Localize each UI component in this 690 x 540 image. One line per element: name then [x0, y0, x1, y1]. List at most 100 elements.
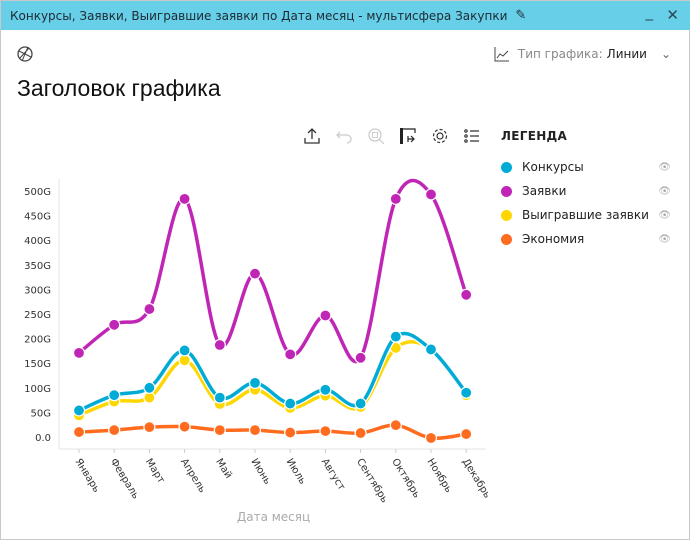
- x-tick-label: Ноябрь: [424, 457, 454, 495]
- swap-axes-icon[interactable]: [399, 127, 417, 145]
- data-point[interactable]: [108, 318, 121, 331]
- data-point[interactable]: [354, 351, 367, 364]
- y-tick-label: 200G: [24, 335, 51, 346]
- legend-title: ЛЕГЕНДА: [501, 129, 568, 143]
- data-point[interactable]: [424, 431, 438, 445]
- data-point[interactable]: [248, 424, 262, 437]
- data-point[interactable]: [389, 419, 402, 432]
- data-point[interactable]: [213, 424, 226, 437]
- x-tick-label: Май: [213, 457, 234, 481]
- legend: ЛЕГЕНДА Конкурсы 👁 Заявки 👁 Выигравшие заявк…: [501, 129, 671, 251]
- minimize-button[interactable]: _: [645, 3, 654, 21]
- data-point[interactable]: [72, 404, 86, 417]
- eye-icon[interactable]: 👁: [658, 209, 671, 221]
- data-point[interactable]: [319, 383, 332, 396]
- eye-icon[interactable]: 👁: [658, 161, 671, 173]
- undo-icon[interactable]: [335, 127, 353, 145]
- data-point[interactable]: [460, 386, 473, 399]
- data-point[interactable]: [354, 397, 367, 410]
- y-tick-label: 400G: [24, 236, 51, 247]
- data-point[interactable]: [389, 192, 402, 205]
- y-tick-label: 300G: [24, 285, 51, 296]
- list-icon[interactable]: [463, 127, 481, 145]
- legend-label: Экономия: [522, 232, 585, 246]
- chart-type-value: Линии: [606, 47, 647, 61]
- legend-color-dot: [501, 185, 512, 197]
- data-point[interactable]: [319, 309, 332, 322]
- data-point[interactable]: [460, 288, 473, 301]
- data-point[interactable]: [284, 348, 297, 361]
- chart-toolbar: [303, 127, 481, 145]
- legend-item[interactable]: Экономия 👁: [501, 227, 671, 251]
- data-point[interactable]: [72, 425, 86, 439]
- legend-label: Заявки: [522, 184, 567, 198]
- series-0: [72, 177, 473, 365]
- series-line: [78, 340, 468, 417]
- data-point[interactable]: [248, 267, 262, 280]
- x-axis-title: Дата месяц: [236, 510, 311, 524]
- data-point[interactable]: [424, 188, 438, 201]
- data-point[interactable]: [143, 381, 156, 394]
- line-chart-icon: [494, 47, 509, 62]
- pencil-icon[interactable]: ✎: [515, 8, 527, 23]
- x-tick-label: Декабрь: [460, 457, 493, 501]
- line-chart: 0.0 50G 100G 150G 200G 250G 300G 350G 400G 450G 50…: [24, 177, 493, 505]
- data-point[interactable]: [213, 391, 226, 404]
- window-title: Конкурсы, Заявки, Выигравшие заявки по Д…: [10, 8, 508, 23]
- page-title: Заголовок графика: [17, 75, 221, 101]
- data-point[interactable]: [143, 421, 156, 434]
- data-point[interactable]: [319, 424, 332, 438]
- legend-color-dot: [501, 209, 512, 221]
- logo-icon: [17, 46, 33, 62]
- x-tick-label: Март: [143, 457, 167, 486]
- series-line-outline: [77, 338, 469, 419]
- chart-type-dropdown[interactable]: Тип графика: Линии ⌄: [494, 46, 671, 62]
- legend-color-dot: [501, 233, 512, 245]
- data-point[interactable]: [284, 426, 297, 439]
- data-point[interactable]: [213, 338, 226, 352]
- eye-icon[interactable]: 👁: [658, 185, 671, 197]
- y-tick-label: 100G: [24, 384, 51, 395]
- x-tick-label: Сентябрь: [354, 457, 390, 505]
- data-point[interactable]: [248, 376, 262, 389]
- data-point[interactable]: [143, 302, 156, 316]
- y-tick-label: 500G: [24, 187, 51, 198]
- y-tick-label: 350G: [24, 261, 51, 272]
- y-tick-label: 150G: [24, 359, 51, 370]
- y-tick-label: 0.0: [35, 433, 51, 444]
- eye-icon[interactable]: 👁: [658, 233, 671, 245]
- data-point[interactable]: [389, 330, 402, 343]
- legend-label: Конкурсы: [522, 160, 584, 174]
- x-tick-label: Июль: [284, 457, 308, 487]
- legend-label: Выигравшие заявки: [522, 208, 649, 222]
- series-1: [72, 330, 473, 417]
- legend-item[interactable]: Заявки 👁: [501, 179, 671, 203]
- data-point[interactable]: [72, 346, 86, 359]
- title-bar: Конкурсы, Заявки, Выигравшие заявки по Д…: [1, 1, 690, 30]
- series-2: [72, 338, 473, 422]
- data-point[interactable]: [178, 344, 191, 357]
- y-tick-label: 450G: [24, 212, 51, 223]
- x-tick-label: Февраль: [108, 457, 141, 501]
- x-tick-label: Октябрь: [389, 457, 422, 500]
- export-icon[interactable]: [303, 127, 321, 145]
- legend-item[interactable]: Конкурсы 👁: [501, 155, 671, 179]
- close-button[interactable]: ✕: [666, 6, 679, 24]
- data-point[interactable]: [108, 389, 121, 402]
- y-tick-label: 250G: [24, 310, 51, 321]
- data-point[interactable]: [178, 192, 191, 205]
- data-point[interactable]: [424, 343, 438, 356]
- legend-item[interactable]: Выигравшие заявки 👁: [501, 203, 671, 227]
- gear-icon[interactable]: [431, 127, 449, 145]
- data-point[interactable]: [460, 427, 473, 441]
- data-point[interactable]: [108, 424, 121, 437]
- legend-color-dot: [501, 161, 512, 173]
- chevron-down-icon: ⌄: [660, 47, 671, 61]
- zoom-reset-icon[interactable]: [367, 127, 385, 145]
- data-point[interactable]: [178, 420, 191, 433]
- x-tick-label: Август: [319, 457, 347, 493]
- x-tick-label: Июнь: [248, 457, 272, 487]
- data-point[interactable]: [354, 426, 367, 440]
- data-point[interactable]: [284, 397, 297, 410]
